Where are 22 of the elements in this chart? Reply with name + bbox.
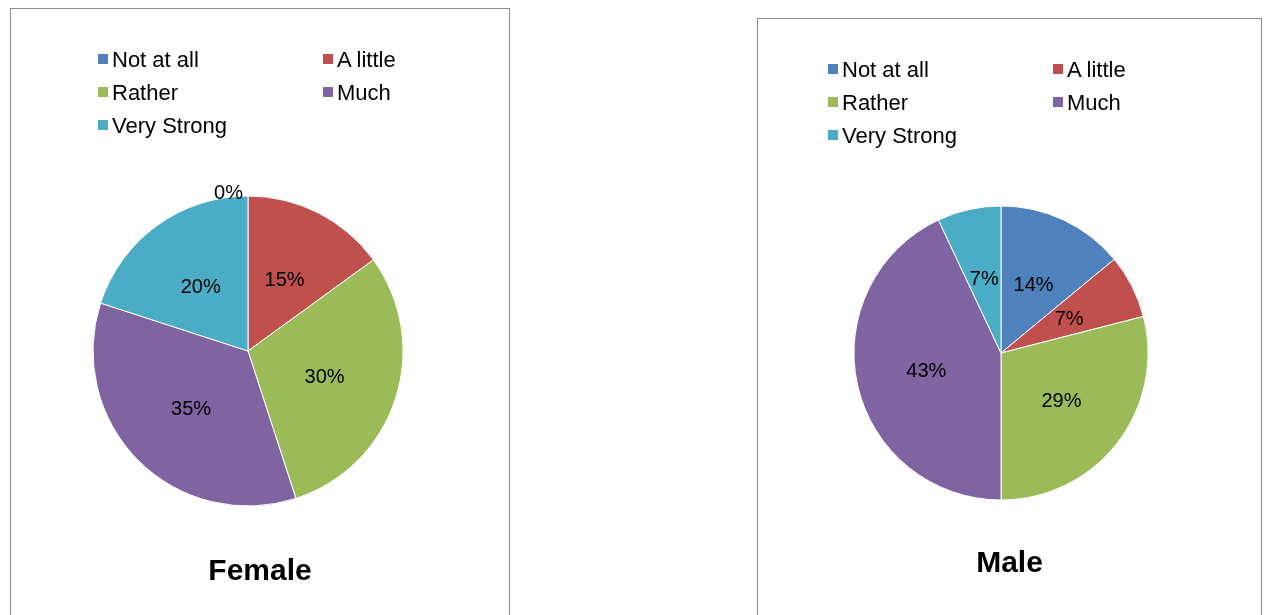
- legend-label: Rather: [842, 89, 909, 115]
- legend-label: Rather: [112, 79, 179, 105]
- legend-label: A little: [337, 46, 396, 72]
- data-label: 43%: [906, 358, 947, 381]
- text: Male: [976, 544, 1043, 578]
- data-label: 7%: [969, 267, 999, 290]
- data-label: 30%: [304, 364, 345, 387]
- legend-label: Very Strong: [842, 122, 957, 148]
- legend-label: Much: [337, 79, 391, 105]
- legend-label: Not at all: [112, 46, 199, 72]
- data-label: 14%: [1013, 272, 1054, 295]
- data-label: 35%: [171, 396, 212, 419]
- text: 0%: [214, 181, 243, 203]
- data-label: 20%: [180, 274, 221, 297]
- legend-label: Not at all: [842, 56, 929, 82]
- legend-label: A little: [1067, 56, 1126, 82]
- legend-label: Very Strong: [112, 112, 227, 138]
- legend-label: Much: [1067, 89, 1121, 115]
- data-label: 29%: [1041, 388, 1082, 411]
- data-label: 7%: [1054, 307, 1084, 330]
- data-label: 15%: [264, 268, 305, 291]
- text: Female: [208, 552, 312, 586]
